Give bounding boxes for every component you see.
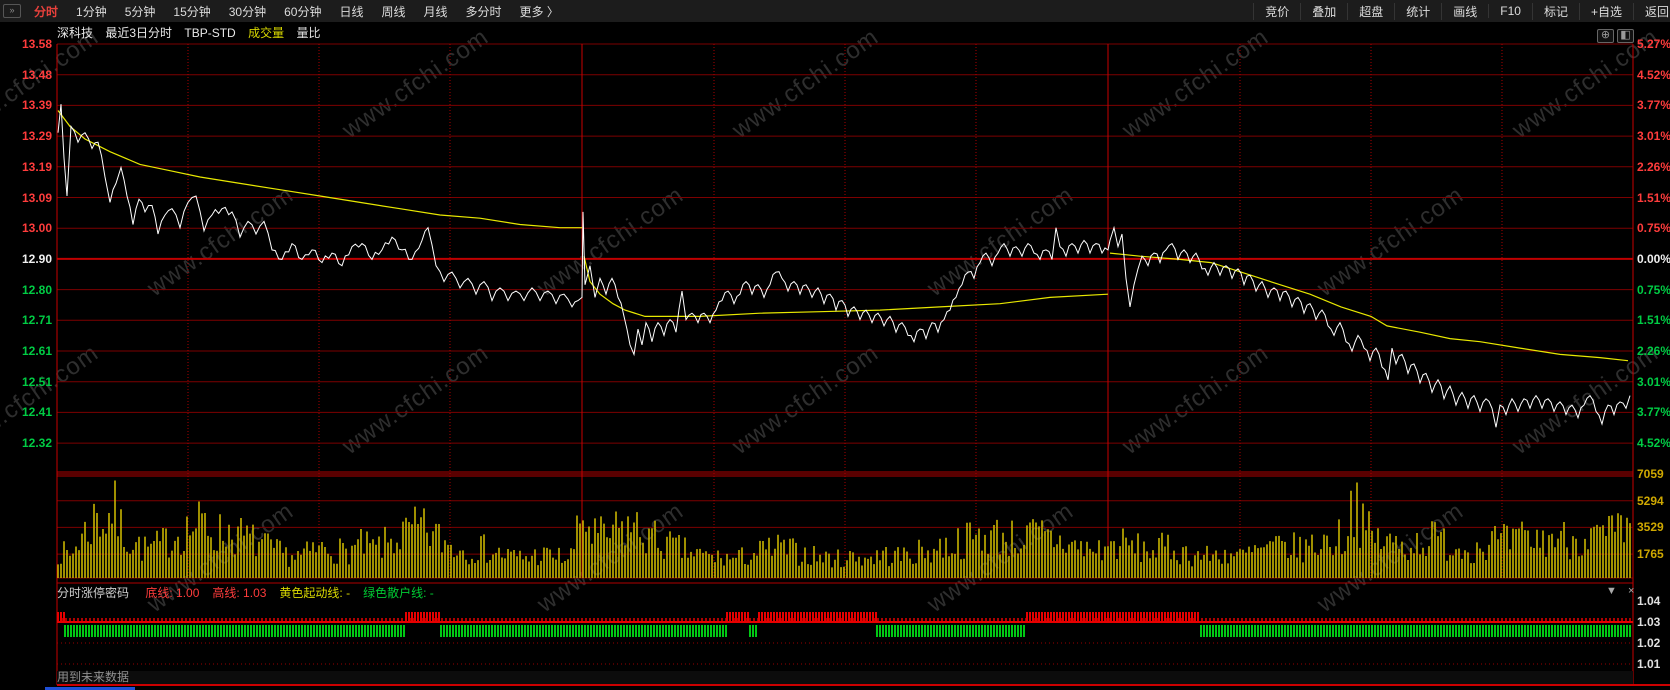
indicator-pane-controls: ▼ × — [1598, 585, 1634, 597]
period-tab-4[interactable]: 30分钟 — [228, 4, 267, 19]
tool-menu-item-2[interactable]: 超盘 — [1347, 2, 1394, 20]
price-tick-label: 12.32 — [21, 436, 52, 451]
volume-tick-label: 1765 — [1637, 547, 1664, 562]
price-tick-label: 12.41 — [21, 405, 52, 420]
tool-menu-item-0[interactable]: 竞价 — [1253, 2, 1300, 20]
price-tick-label: 13.19 — [21, 159, 52, 174]
period-label: 最近3日分时 — [105, 26, 173, 40]
chart-title-row: 深科技 最近3日分时 TBP-STD 成交量 量比 — [57, 24, 329, 40]
percent-tick-label: 1.51% — [1637, 313, 1670, 328]
price-tick-label: 12.90 — [21, 251, 52, 266]
tool-menu-item-7[interactable]: +自选 — [1578, 2, 1633, 20]
period-tab-5[interactable]: 60分钟 — [284, 4, 322, 19]
tool-menu: 竞价 叠加 超盘 统计 画线 F10 标记 +自选 返回 — [1253, 0, 1670, 22]
indicator-name[interactable]: 分时涨停密码 — [57, 586, 130, 600]
volume-tick-label: 3529 — [1637, 520, 1664, 535]
price-tick-label: 12.80 — [21, 282, 52, 297]
indicator-param-2: 黄色起动线: - — [279, 586, 351, 600]
tool-menu-item-3[interactable]: 统计 — [1394, 2, 1441, 20]
indicator-tick-label: 1.04 — [1637, 594, 1661, 608]
close-icon[interactable]: × — [1627, 585, 1635, 597]
price-tick-label: 13.58 — [21, 37, 52, 51]
tool-menu-item-6[interactable]: 标记 — [1531, 2, 1579, 20]
chevron-down-icon[interactable]: ▼ — [1606, 585, 1617, 597]
price-tick-label: 13.29 — [21, 129, 52, 144]
stock-name: 深科技 — [57, 26, 94, 40]
percent-tick-label: 1.51% — [1637, 190, 1670, 205]
zoom-plus-icon[interactable]: ⊕ — [1597, 29, 1614, 43]
percent-tick-label: 2.26% — [1637, 344, 1670, 358]
tool-menu-item-1[interactable]: 叠加 — [1300, 2, 1347, 20]
price-tick-label: 12.71 — [21, 313, 52, 328]
indicator-ratio-label[interactable]: 量比 — [296, 26, 321, 40]
percent-tick-label: 3.01% — [1637, 129, 1670, 144]
indicator-main-label[interactable]: TBP-STD — [184, 26, 236, 40]
indicator-volume-label[interactable]: 成交量 — [248, 26, 285, 40]
percent-tick-label: 4.52% — [1637, 436, 1670, 451]
percent-tick-label: 3.01% — [1637, 374, 1670, 389]
indicator-tick-label: 1.01 — [1637, 657, 1661, 671]
period-tab-6[interactable]: 日线 — [339, 4, 364, 19]
percent-tick-label: 5.27% — [1637, 37, 1670, 51]
indicator-pane-header: 分时涨停密码 底线: 1.00 高线: 1.03 黄色起动线: - 绿色散户线: - — [57, 584, 447, 601]
percent-tick-label: 3.77% — [1637, 98, 1670, 113]
price-tick-label: 13.48 — [21, 67, 52, 82]
indicator-param-0: 底线: 1.00 — [145, 586, 200, 600]
price-tick-label: 13.09 — [21, 190, 52, 205]
period-tab-0[interactable]: 分时 — [34, 4, 59, 19]
period-tab-10[interactable]: 更多 〉 — [519, 4, 559, 19]
volume-tick-label: 7059 — [1637, 467, 1664, 481]
status-text: 用到未来数据 — [57, 670, 130, 684]
price-tick-label: 13.00 — [21, 221, 52, 236]
percent-tick-label: 2.26% — [1637, 159, 1670, 174]
volume-tick-label: 5294 — [1637, 493, 1664, 508]
percent-tick-label: 0.00% — [1637, 251, 1670, 266]
tool-menu-item-5[interactable]: F10 — [1488, 4, 1532, 18]
period-tab-8[interactable]: 月线 — [423, 4, 448, 19]
percent-tick-label: 0.75% — [1637, 221, 1670, 236]
period-tab-7[interactable]: 周线 — [381, 4, 406, 19]
period-tab-9[interactable]: 多分时 — [465, 4, 502, 19]
price-tick-label: 13.39 — [21, 98, 52, 113]
split-pane-icon[interactable]: ◧ — [1617, 29, 1634, 43]
indicator-param-1: 高线: 1.03 — [212, 586, 267, 600]
percent-tick-label: 4.52% — [1637, 67, 1670, 82]
period-menu-bar: » 分时 1分钟 5分钟 15分钟 30分钟 60分钟 日线 周线 月线 多分时 更多 〉 竞价 叠加… — [0, 0, 1670, 22]
period-tab-2[interactable]: 5分钟 — [124, 4, 156, 19]
indicator-tick-label: 1.03 — [1637, 615, 1661, 629]
indicator-param-3: 绿色散户线: - — [363, 586, 434, 600]
period-tab-3[interactable]: 15分钟 — [173, 4, 211, 19]
price-tick-label: 12.61 — [21, 344, 52, 358]
scrollbar-thumb[interactable] — [45, 687, 135, 690]
percent-tick-label: 0.75% — [1637, 282, 1670, 297]
collapse-toolbar-icon[interactable]: » — [3, 4, 21, 18]
period-tab-1[interactable]: 1分钟 — [76, 4, 107, 19]
indicator-tick-label: 1.02 — [1637, 636, 1661, 650]
tool-menu-item-8[interactable]: 返回 — [1633, 2, 1670, 20]
period-tabs: 分时 1分钟 5分钟 15分钟 30分钟 60分钟 日线 周线 月线 多分时 更多 〉 — [25, 3, 568, 20]
percent-tick-label: 3.77% — [1637, 405, 1670, 420]
tool-menu-item-4[interactable]: 画线 — [1441, 2, 1488, 20]
status-bar: 用到未来数据 — [57, 671, 1633, 684]
price-tick-label: 12.51 — [21, 374, 52, 389]
